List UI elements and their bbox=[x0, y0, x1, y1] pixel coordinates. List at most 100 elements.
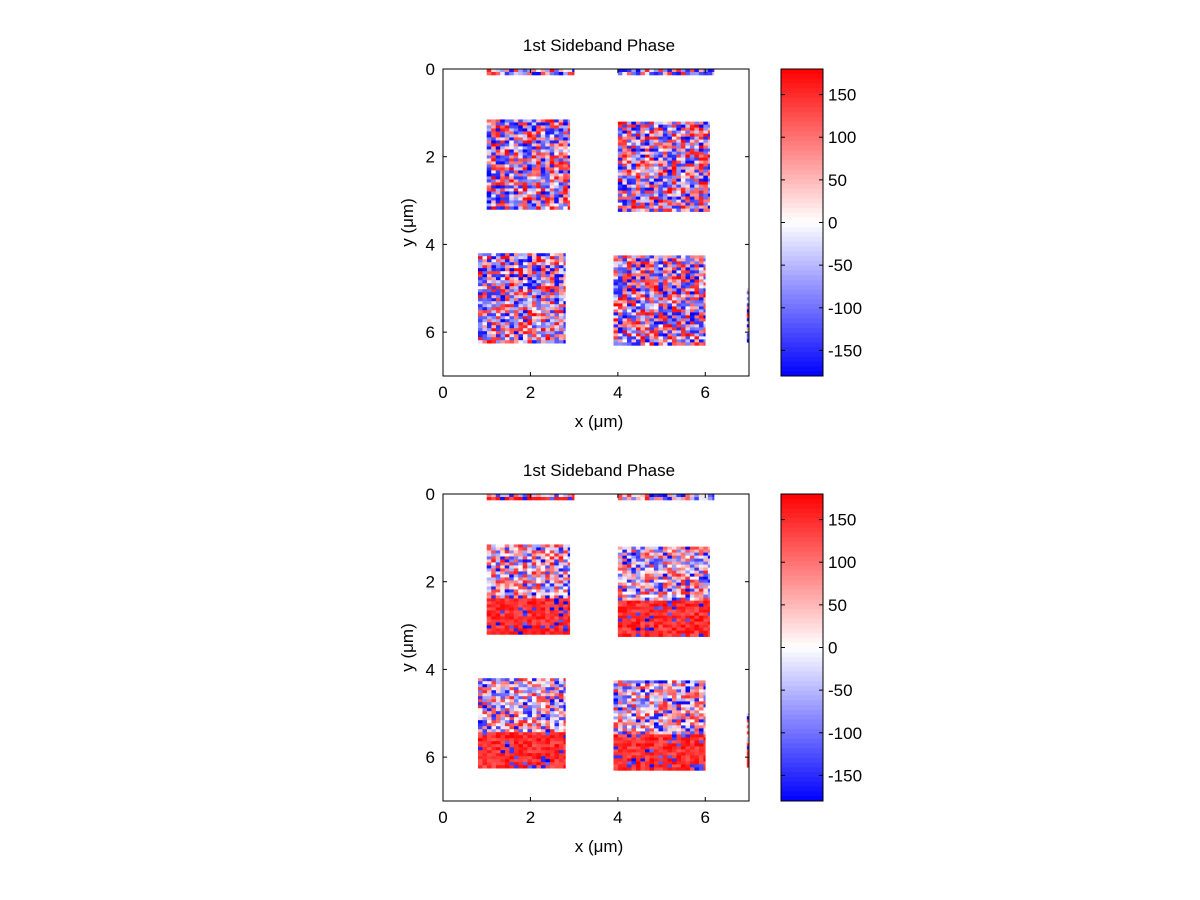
heatmap-cell bbox=[676, 752, 682, 756]
heatmap-cell bbox=[640, 612, 646, 616]
heatmap-cell bbox=[545, 271, 551, 275]
heatmap-cell bbox=[531, 325, 537, 329]
axes-frame bbox=[442, 68, 750, 377]
heatmap-cell bbox=[671, 618, 677, 622]
heatmap-cell bbox=[513, 729, 519, 733]
heatmap-cell bbox=[545, 705, 551, 709]
heatmap-cell bbox=[531, 331, 537, 335]
heatmap-cell bbox=[640, 169, 646, 173]
heatmap-cell bbox=[545, 197, 551, 201]
heatmap-cell bbox=[531, 559, 537, 563]
heatmap-cell bbox=[680, 148, 686, 152]
heatmap-cell bbox=[482, 711, 488, 715]
heatmap-cell bbox=[707, 124, 710, 128]
heatmap-cell bbox=[531, 735, 537, 739]
heatmap-cell bbox=[509, 206, 515, 210]
heatmap-cell bbox=[491, 256, 497, 260]
heatmap-cell bbox=[540, 319, 546, 323]
heatmap-cell bbox=[536, 119, 542, 123]
heatmap-cell bbox=[477, 708, 483, 712]
heatmap-cell bbox=[685, 737, 691, 741]
heatmap-cell bbox=[540, 726, 546, 730]
heatmap-cell bbox=[653, 567, 659, 571]
heatmap-cell bbox=[644, 327, 650, 331]
heatmap-cell bbox=[491, 726, 497, 730]
heatmap-cell bbox=[631, 175, 637, 179]
heatmap-cell bbox=[518, 322, 524, 326]
heatmap-cell bbox=[658, 309, 664, 313]
heatmap-cell bbox=[545, 693, 551, 697]
heatmap-cell bbox=[518, 331, 524, 335]
colorbar-tick-label: -100 bbox=[828, 299, 862, 318]
heatmap-cell bbox=[680, 309, 686, 313]
heatmap-cell bbox=[531, 173, 537, 177]
heatmap-cell bbox=[644, 208, 650, 212]
heatmap-cell bbox=[558, 265, 564, 269]
heatmap-cell bbox=[509, 699, 515, 703]
heatmap-cell bbox=[491, 325, 497, 329]
heatmap-cell bbox=[504, 334, 510, 338]
heatmap-cell bbox=[698, 546, 704, 550]
heatmap-cell bbox=[540, 693, 546, 697]
heatmap-cell bbox=[558, 753, 564, 757]
heatmap-cell bbox=[509, 619, 515, 623]
heatmap-cell bbox=[486, 188, 492, 192]
heatmap-cell bbox=[545, 274, 551, 278]
heatmap-cell bbox=[500, 598, 506, 602]
heatmap-cell bbox=[504, 188, 510, 192]
heatmap-cell bbox=[671, 552, 677, 556]
heatmap-cell bbox=[685, 725, 691, 729]
heatmap-cell bbox=[685, 606, 691, 610]
heatmap-cell bbox=[703, 267, 706, 271]
heatmap-cell bbox=[477, 271, 483, 275]
heatmap-cell bbox=[689, 725, 695, 729]
heatmap-cell bbox=[658, 576, 664, 580]
heatmap-cell bbox=[486, 167, 492, 171]
heatmap-cell bbox=[536, 753, 542, 757]
heatmap-cell bbox=[509, 268, 515, 272]
heatmap-cell bbox=[694, 145, 700, 149]
heatmap-cell bbox=[486, 131, 492, 135]
heatmap-cell bbox=[513, 146, 519, 150]
heatmap-cell bbox=[536, 304, 542, 308]
heatmap-cell bbox=[667, 579, 673, 583]
heatmap-cell bbox=[694, 710, 700, 714]
heatmap-cell bbox=[522, 119, 528, 123]
heatmap-cell bbox=[662, 719, 668, 723]
heatmap-cell bbox=[518, 271, 524, 275]
heatmap-cell bbox=[649, 127, 655, 131]
heatmap-cell bbox=[703, 615, 709, 619]
heatmap-cell bbox=[658, 692, 664, 696]
heatmap-cell bbox=[522, 203, 528, 207]
heatmap-cell bbox=[536, 702, 542, 706]
heatmap-cell bbox=[563, 197, 569, 201]
heatmap-cell bbox=[685, 573, 691, 577]
heatmap-cell bbox=[563, 747, 566, 751]
heatmap-cell bbox=[676, 576, 682, 580]
heatmap-cell bbox=[531, 72, 537, 76]
heatmap-cell bbox=[658, 187, 664, 191]
heatmap-cell bbox=[703, 321, 706, 325]
heatmap-cell bbox=[482, 256, 488, 260]
heatmap-cell bbox=[477, 289, 483, 293]
heatmap-cell bbox=[644, 172, 650, 176]
heatmap-cell bbox=[653, 588, 659, 592]
heatmap-cell bbox=[698, 148, 704, 152]
heatmap-cell bbox=[635, 737, 641, 741]
heatmap-cell bbox=[649, 618, 655, 622]
heatmap-cell bbox=[680, 297, 686, 301]
heatmap-cell bbox=[540, 143, 546, 147]
heatmap-cell bbox=[703, 579, 709, 583]
heatmap-cell bbox=[694, 597, 700, 601]
heatmap-cell bbox=[694, 133, 700, 137]
colorbar-tick-label: 100 bbox=[828, 128, 856, 147]
heatmap-cell bbox=[689, 306, 695, 310]
heatmap-cell bbox=[491, 678, 497, 682]
heatmap-cell bbox=[540, 155, 546, 159]
heatmap-cell bbox=[540, 622, 546, 626]
heatmap-cell bbox=[522, 735, 528, 739]
heatmap-cell bbox=[694, 725, 700, 729]
heatmap-cell bbox=[685, 719, 691, 723]
heatmap-cell bbox=[554, 173, 560, 177]
heatmap-cell bbox=[549, 678, 555, 682]
